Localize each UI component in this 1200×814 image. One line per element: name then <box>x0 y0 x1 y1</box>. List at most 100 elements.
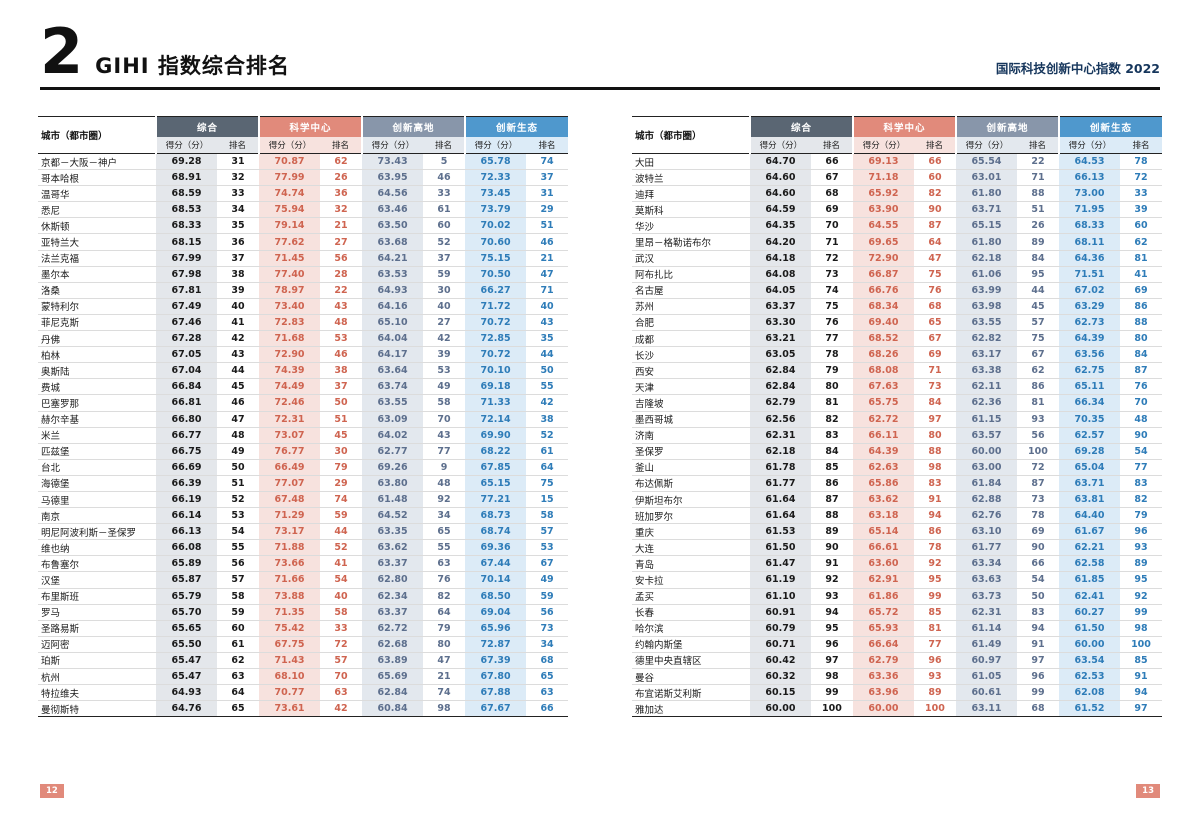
score-cell: 61.06 <box>955 266 1017 283</box>
score-cell: 71.72 <box>465 298 527 315</box>
rank-cell: 68 <box>1031 703 1045 715</box>
rank-cell: 60 <box>423 217 466 235</box>
city-name: 明尼阿波利斯－圣保罗 <box>38 523 156 541</box>
score-cell: 61.77 <box>955 539 1017 557</box>
city-name: 青岛 <box>631 555 750 573</box>
score-cell: 63.62 <box>362 539 424 557</box>
score-cell: 63.35 <box>362 523 424 541</box>
score-cell: 62.79 <box>749 394 811 412</box>
rank-cell: 89 <box>913 684 956 702</box>
rank-cell: 64 <box>913 233 956 251</box>
score-cell: 65.10 <box>362 314 424 332</box>
rank-cell: 46 <box>320 346 363 364</box>
rank-cell: 94 <box>810 604 853 621</box>
table-row: 合肥 63.30 76 69.40 65 63.55 57 62.73 88 <box>631 314 1162 332</box>
city-name: 约翰内斯堡 <box>631 636 750 653</box>
rank-cell: 95 <box>913 571 956 589</box>
score-cell: 62.11 <box>955 378 1017 396</box>
city-name: 雅加达 <box>634 704 664 716</box>
rank-cell: 35 <box>217 217 260 235</box>
rank-cell: 42 <box>423 330 466 348</box>
city-name: 海德堡 <box>38 475 156 492</box>
score-cell: 67.49 <box>156 298 217 315</box>
rank-cell: 92 <box>423 491 466 509</box>
score-cell: 64.55 <box>852 217 914 235</box>
rank-cell: 21 <box>320 217 363 235</box>
rank-cell: 28 <box>320 266 363 283</box>
score-cell: 63.90 <box>852 201 914 219</box>
city-name: 名古屋 <box>631 282 750 299</box>
score-cell: 69.65 <box>852 233 914 251</box>
score-subheader: 得分（分） <box>361 136 424 154</box>
score-cell: 68.73 <box>465 507 527 525</box>
score-cell: 62.34 <box>362 588 424 605</box>
rank-cell: 50 <box>1016 588 1059 605</box>
rank-cell: 55 <box>217 539 260 557</box>
rank-cell: 73 <box>526 620 569 637</box>
score-cell: 61.78 <box>749 459 811 476</box>
score-cell: 64.53 <box>1058 153 1120 171</box>
rank-cell: 22 <box>320 282 363 299</box>
rank-cell: 82 <box>1119 491 1162 509</box>
score-cell: 63.05 <box>749 346 811 364</box>
rank-cell: 90 <box>1016 539 1059 557</box>
rank-cell: 94 <box>1119 684 1162 702</box>
score-cell: 65.96 <box>465 620 527 637</box>
score-cell: 64.70 <box>749 153 811 171</box>
rank-cell: 40 <box>526 298 569 315</box>
rank-cell: 30 <box>320 443 363 460</box>
rank-cell: 43 <box>423 427 466 444</box>
table-row: 台北 66.69 50 66.49 79 69.26 9 67.85 64 <box>38 459 569 476</box>
score-cell: 66.08 <box>156 539 217 557</box>
rank-cell: 52 <box>423 233 466 251</box>
score-cell: 67.63 <box>852 378 914 396</box>
table-row: 布鲁塞尔 65.89 56 73.66 41 63.37 63 67.44 67 <box>38 555 569 573</box>
rank-cell: 78 <box>913 539 956 557</box>
table-row: 成都 63.21 77 68.52 67 62.82 75 64.39 80 <box>631 330 1162 348</box>
rank-cell: 69 <box>913 346 956 364</box>
rank-cell: 5 <box>423 153 466 171</box>
rank-cell: 40 <box>320 588 363 605</box>
rank-cell: 30 <box>423 282 466 299</box>
score-cell: 61.80 <box>955 185 1017 203</box>
rank-cell: 54 <box>1119 443 1162 460</box>
rank-cell: 36 <box>320 185 363 203</box>
rank-cell: 82 <box>423 588 466 605</box>
score-cell: 70.77 <box>259 684 321 702</box>
rank-subheader: 排名 <box>526 136 569 154</box>
score-cell: 68.22 <box>465 443 527 460</box>
score-cell: 62.41 <box>1058 588 1120 605</box>
rank-cell: 34 <box>526 636 569 653</box>
score-cell: 61.67 <box>1058 523 1120 541</box>
city-name: 布宜诺斯艾利斯 <box>631 684 750 702</box>
rank-cell: 44 <box>1016 282 1059 299</box>
score-cell: 62.08 <box>1058 684 1120 702</box>
score-cell: 68.10 <box>259 668 321 686</box>
rank-cell: 76 <box>810 314 853 332</box>
rank-cell: 37 <box>217 250 260 267</box>
rank-cell: 52 <box>526 427 569 444</box>
score-cell: 67.04 <box>156 362 217 380</box>
rank-cell: 27 <box>423 314 466 332</box>
score-cell: 62.82 <box>955 330 1017 348</box>
score-cell: 64.08 <box>749 266 811 283</box>
rank-cell: 93 <box>1119 539 1162 557</box>
table-row: 哥本哈根 68.91 32 77.99 26 63.95 46 72.33 37 <box>38 169 569 187</box>
rank-cell: 34 <box>217 201 260 219</box>
score-cell: 66.64 <box>852 636 914 653</box>
score-cell: 63.11 <box>955 700 1017 717</box>
score-cell: 70.35 <box>1058 411 1120 428</box>
rank-cell: 73 <box>1016 491 1059 509</box>
city-name: 米兰 <box>38 427 156 444</box>
score-cell: 71.66 <box>259 571 321 589</box>
score-cell: 65.87 <box>156 571 217 589</box>
score-cell: 61.10 <box>749 588 811 605</box>
score-cell: 72.46 <box>259 394 321 412</box>
score-cell: 64.56 <box>362 185 424 203</box>
rank-cell: 31 <box>526 185 569 203</box>
score-cell: 63.71 <box>955 201 1017 219</box>
rank-subheader: 排名 <box>1016 136 1059 154</box>
city-name: 赫尔辛基 <box>38 411 156 428</box>
city-name: 迈阿密 <box>38 636 156 653</box>
rank-cell: 81 <box>1119 250 1162 267</box>
